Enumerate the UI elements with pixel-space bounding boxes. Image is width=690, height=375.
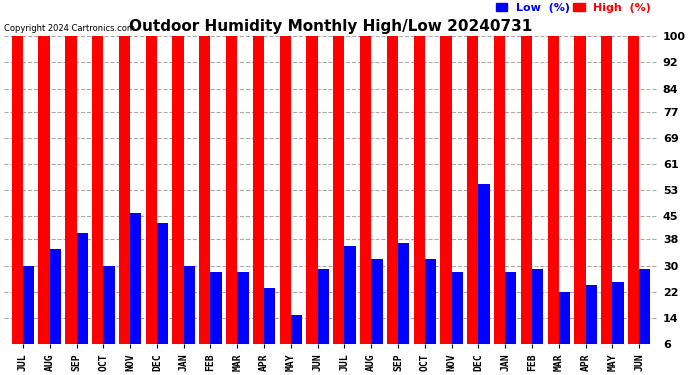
Bar <box>264 288 275 364</box>
Bar <box>344 246 356 364</box>
Bar <box>130 213 141 364</box>
Bar <box>333 36 344 364</box>
Text: Copyright 2024 Cartronics.com: Copyright 2024 Cartronics.com <box>4 24 135 33</box>
Bar <box>413 36 425 364</box>
Bar <box>601 36 613 364</box>
Bar <box>210 272 221 364</box>
Bar <box>253 36 264 364</box>
Bar <box>360 36 371 364</box>
Bar <box>628 36 639 364</box>
Bar <box>574 36 586 364</box>
Bar <box>291 315 302 364</box>
Legend: Low  (%), High  (%): Low (%), High (%) <box>495 2 653 14</box>
Bar <box>199 36 210 364</box>
Bar <box>398 243 409 364</box>
Bar <box>12 36 23 364</box>
Bar <box>494 36 505 364</box>
Bar <box>279 36 291 364</box>
Title: Outdoor Humidity Monthly High/Low 20240731: Outdoor Humidity Monthly High/Low 202407… <box>130 19 533 34</box>
Bar <box>548 36 559 364</box>
Bar <box>237 272 248 364</box>
Bar <box>505 272 517 364</box>
Bar <box>586 285 597 364</box>
Bar <box>104 266 115 364</box>
Bar <box>371 259 382 364</box>
Bar <box>92 36 104 364</box>
Bar <box>226 36 237 364</box>
Bar <box>50 249 61 364</box>
Bar <box>467 36 478 364</box>
Bar <box>146 36 157 364</box>
Bar <box>317 269 329 364</box>
Bar <box>521 36 532 364</box>
Bar <box>478 184 490 364</box>
Bar <box>157 223 168 364</box>
Bar <box>23 266 34 364</box>
Bar <box>425 259 436 364</box>
Bar <box>77 233 88 364</box>
Bar <box>387 36 398 364</box>
Bar <box>172 36 184 364</box>
Bar <box>39 36 50 364</box>
Bar <box>613 282 624 364</box>
Bar <box>559 292 570 364</box>
Bar <box>639 269 651 364</box>
Bar <box>66 36 77 364</box>
Bar <box>452 272 463 364</box>
Bar <box>119 36 130 364</box>
Bar <box>440 36 452 364</box>
Bar <box>184 266 195 364</box>
Bar <box>306 36 317 364</box>
Bar <box>532 269 543 364</box>
